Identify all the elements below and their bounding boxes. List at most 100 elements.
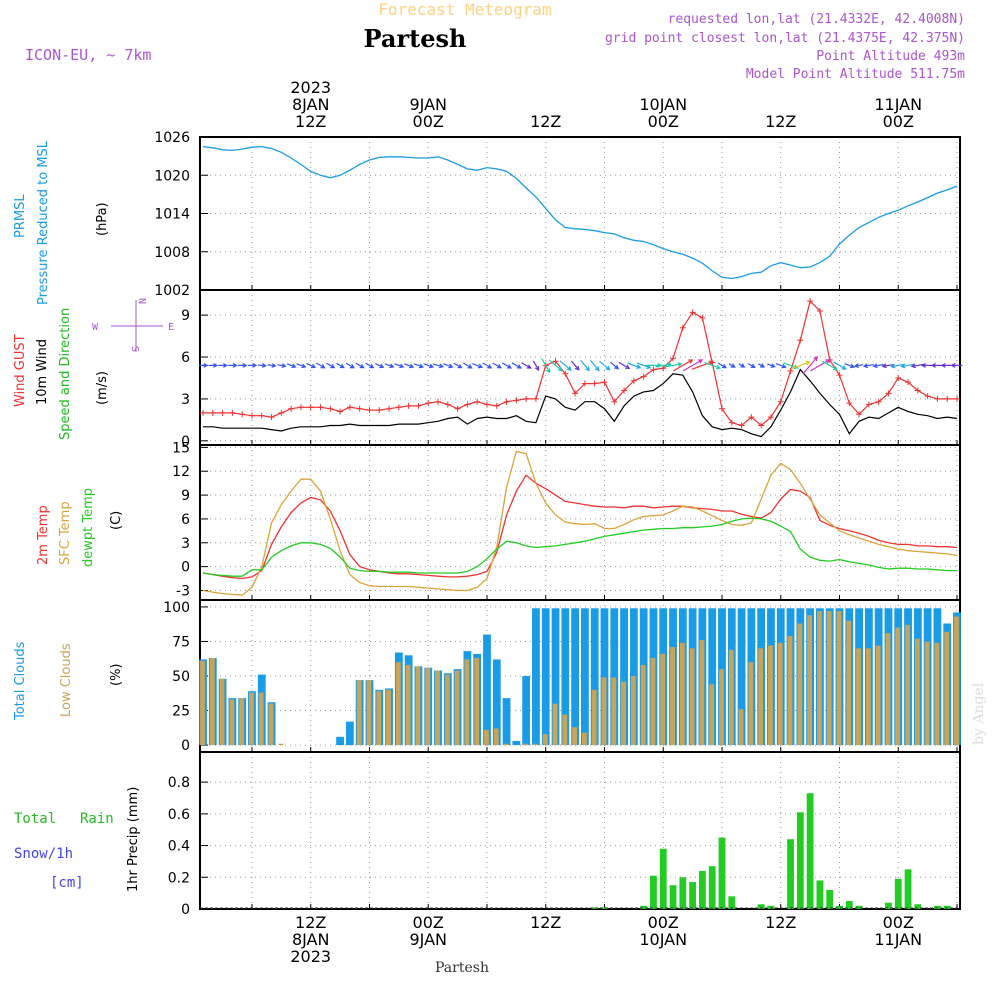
wind-direction-arrow: [682, 359, 704, 372]
wind-gust-marker: [611, 398, 618, 405]
low-cloud-bar: [905, 624, 910, 746]
low-cloud-bar: [768, 645, 773, 746]
low-cloud-bar: [533, 743, 538, 746]
rain-bar: [591, 907, 599, 909]
wind-direction-arrow: [728, 363, 736, 368]
time-axis-bottom-label: 11JAN: [874, 930, 922, 949]
wind-direction-arrow: [432, 363, 445, 369]
wind-gust-marker: [905, 379, 912, 386]
wind-gust-marker: [787, 367, 794, 374]
low-cloud-bar: [797, 623, 803, 746]
time-axis-bottom-label: 12Z: [295, 913, 326, 932]
time-axis-top-label: 00Z: [413, 112, 444, 131]
rain-bar: [943, 905, 951, 909]
time-axis-bottom-label: 10JAN: [639, 930, 687, 949]
wind-panel: 0 3 6 9: [181, 289, 963, 450]
wind-gust-marker: [718, 405, 725, 412]
clouds-ytick-label: 50: [172, 669, 190, 685]
rain-bar: [816, 880, 824, 909]
wind-gust-marker: [258, 412, 265, 419]
rain-bar: [845, 901, 853, 909]
wind-ytick-label: 3: [181, 392, 190, 408]
rain-bar: [650, 875, 657, 909]
wind-direction-arrow: [238, 362, 248, 368]
wind-ytick-label: 6: [181, 350, 190, 366]
precip-ytick-label: 0.2: [168, 870, 190, 886]
low-cloud-bar: [591, 689, 597, 746]
temp-sfc-line: [202, 450, 958, 596]
wind-direction-arrow: [208, 362, 219, 368]
wind-gust-marker: [395, 404, 402, 411]
rain-bar: [728, 896, 736, 909]
rain-bar: [826, 889, 834, 909]
total-cloud-bar: [561, 608, 570, 746]
wind-gust-marker: [346, 404, 353, 411]
temp-2m-label: 2m Temp: [36, 505, 51, 565]
low-cloud-bar: [699, 640, 705, 746]
wind-direction-arrow: [482, 362, 493, 369]
wind-gust-marker: [229, 409, 236, 416]
low-cloud-bar: [934, 642, 940, 746]
wind-direction-arrow: [910, 363, 924, 369]
title-top: Forecast Meteogram: [378, 0, 551, 19]
wind-gust-line: [203, 300, 957, 427]
total-cloud-bar: [600, 608, 609, 746]
wind-direction-arrow: [541, 358, 551, 374]
pressure-ytick-label: 1002: [154, 283, 190, 299]
wind-gust-marker: [679, 324, 686, 331]
pressure-ytick-label: 1014: [154, 207, 190, 223]
total-clouds-label: Total Clouds: [13, 641, 28, 721]
low-cloud-bar: [258, 692, 264, 746]
wind-gust-marker: [836, 372, 843, 379]
wind-direction-arrow: [580, 360, 590, 372]
low-cloud-bar: [209, 658, 215, 746]
wind-direction-arrow: [336, 362, 345, 369]
low-cloud-bar: [405, 664, 411, 746]
wind-direction-arrow: [862, 363, 874, 369]
total-cloud-bar: [541, 608, 550, 746]
rain-bar: [699, 870, 706, 909]
time-axis-top-label: 12Z: [530, 112, 561, 131]
rain-bar: [855, 905, 863, 909]
low-cloud-bar: [552, 703, 558, 746]
wind-direction-arrow: [511, 362, 522, 369]
low-cloud-bar: [895, 627, 901, 746]
total-cloud-bar: [492, 659, 501, 746]
wind-direction-arrow: [618, 361, 631, 370]
total-cloud-bar: [336, 736, 344, 746]
wind-direction-arrow: [704, 362, 722, 370]
low-cloud-bar: [376, 691, 382, 746]
wind-direction-arrow: [228, 362, 238, 368]
wind-gust-marker: [532, 395, 539, 402]
wind-gust-label: Wind GUST: [13, 334, 28, 407]
wind-direction-arrow: [345, 362, 355, 369]
low-cloud-bar: [630, 676, 636, 746]
time-axis-bottom-label: 9JAN: [409, 930, 447, 949]
wind-gust-marker: [297, 404, 304, 411]
low-cloud-bar: [219, 678, 225, 746]
time-axis-bottom-label: 00Z: [883, 913, 914, 932]
wind-direction-arrow: [532, 360, 540, 372]
wind-gust-marker: [366, 407, 373, 414]
total-cloud-bar: [737, 608, 746, 746]
wind-direction-arrow: [306, 362, 317, 369]
wind-direction-arrow: [375, 362, 385, 369]
compass-east: E: [168, 322, 174, 333]
wind-direction-arrow: [548, 359, 563, 372]
wind-direction-arrow: [832, 361, 847, 370]
wind-direction-arrow: [384, 363, 395, 369]
rain-bar: [708, 866, 716, 909]
wind-direction-arrow: [521, 362, 532, 369]
temp-dewpt-label: dewpt Temp: [81, 488, 96, 567]
wind-gust-marker: [856, 411, 863, 418]
total-cloud-bar: [502, 698, 511, 746]
low-cloud-bar: [679, 642, 685, 746]
low-cloud-bar: [474, 658, 480, 746]
total-cloud-bar: [708, 608, 717, 746]
low-cloud-bar: [386, 689, 391, 746]
wind-gust-marker: [660, 365, 667, 372]
rain-bar: [904, 869, 912, 909]
wind-gust-marker: [552, 358, 559, 365]
wind-gust-marker: [885, 390, 892, 397]
